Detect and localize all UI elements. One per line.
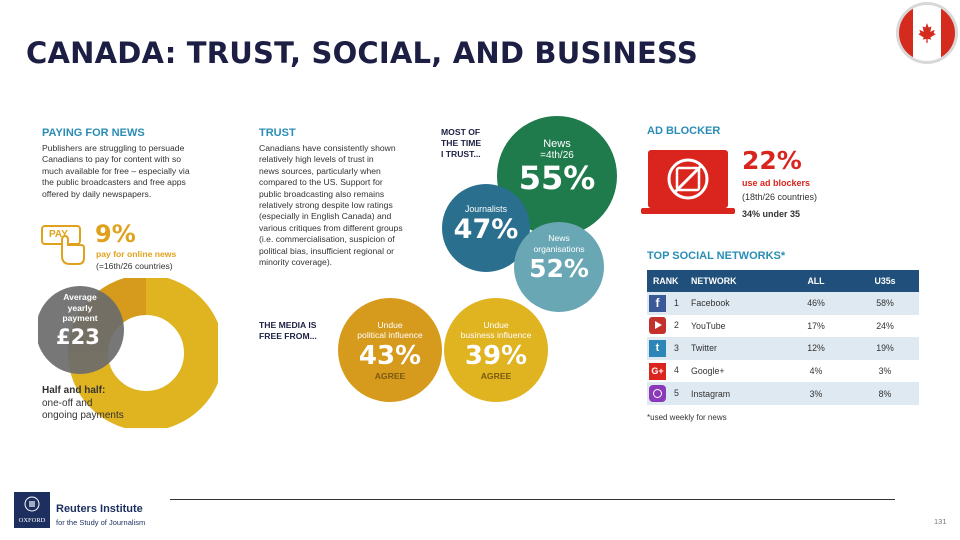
- slide-title: CANADA: TRUST, SOCIAL, AND BUSINESS: [26, 36, 698, 70]
- half-and-half-note: Half and half: one-off and ongoing payme…: [42, 385, 124, 421]
- pay-percent: 9%: [95, 220, 136, 248]
- adblock-rank: (18th/26 countries): [742, 192, 818, 202]
- trust-orgs-bubble: News organisations 52%: [514, 222, 604, 312]
- laptop-adblock-icon: [641, 146, 735, 218]
- pay-rank: (=16th/26 countries): [96, 261, 173, 271]
- paying-heading: PAYING FOR NEWS: [42, 127, 145, 139]
- youtube-icon: [649, 317, 666, 335]
- canada-flag-icon: [896, 2, 958, 64]
- average-payment-label: Average yearly payment: [62, 292, 98, 323]
- trust-heading: TRUST: [259, 127, 296, 139]
- average-payment-bubble: [36, 286, 124, 374]
- most-of-time-label: MOST OF THE TIME I TRUST...: [441, 127, 482, 159]
- adblock-caption: use ad blockers: [742, 178, 811, 188]
- business-influence-bubble: Undue business influence 39% AGREE: [444, 298, 548, 402]
- google-plus-icon: G+: [649, 362, 666, 380]
- adblock-percent: 22%: [742, 146, 802, 175]
- footer-divider: [170, 499, 895, 500]
- footer-org-subtitle: for the Study of Journalism: [56, 518, 146, 527]
- paying-text: Publishers are struggling to persuade Ca…: [42, 143, 190, 199]
- facebook-icon: f: [649, 294, 666, 312]
- oxford-logo: OXFORD: [14, 492, 50, 528]
- col-network: NETWORK: [691, 276, 737, 286]
- adblock-heading: AD BLOCKER: [647, 125, 721, 137]
- payment-donut-chart: [36, 275, 224, 431]
- pay-label: PAY: [49, 229, 68, 240]
- pay-caption: pay for online news: [96, 249, 177, 259]
- table-row: 5 Instagram 3% 8%: [647, 382, 919, 405]
- col-u35: U35s: [874, 276, 896, 286]
- footer-org-name: Reuters Institute: [56, 503, 143, 515]
- social-heading: TOP SOCIAL NETWORKS*: [647, 250, 786, 262]
- social-footnote: *used weekly for news: [647, 413, 727, 422]
- instagram-icon: [649, 385, 666, 403]
- adblock-under35: 34% under 35: [742, 209, 801, 219]
- col-rank: RANK: [653, 276, 679, 286]
- page-number: 131: [934, 517, 947, 526]
- media-free-label: THE MEDIA IS FREE FROM...: [259, 320, 317, 341]
- trust-text: Canadians have consistently shown relati…: [259, 143, 403, 268]
- col-all: ALL: [807, 276, 825, 286]
- table-row: G+ 4 Google+ 4% 3%: [647, 359, 919, 383]
- twitter-icon: t: [649, 339, 666, 357]
- average-payment-value: £23: [56, 325, 100, 349]
- table-row: 2 YouTube 17% 24%: [647, 314, 919, 338]
- political-influence-bubble: Undue political influence 43% AGREE: [338, 298, 442, 402]
- pay-hand-icon: PAY: [40, 220, 90, 270]
